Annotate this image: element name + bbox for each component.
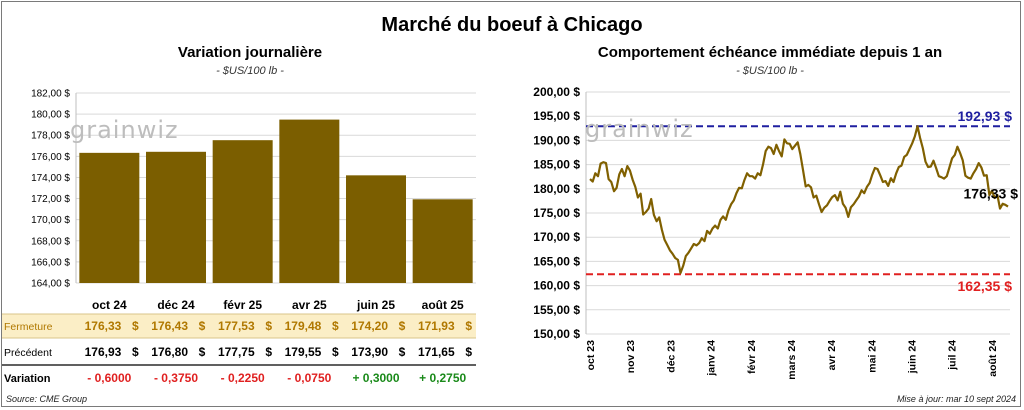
table-cell-value: 176,93 [85,345,122,359]
table-cell-value: - 0,0750 [287,371,331,385]
min-value-label: 162,35 $ [958,278,1013,294]
right-x-tick-label: janv 24 [706,340,718,377]
table-cell-suffix: $ [332,345,339,359]
table-cell-suffix: $ [399,319,406,333]
table-cell-value: 177,53 [218,319,255,333]
table-cell-value: 179,55 [285,345,322,359]
left-chart-title: Variation journalière [177,44,323,61]
right-y-tick-label: 195,00 $ [533,109,580,123]
close-row-background [2,314,476,338]
table-cell-value: 177,75 [218,345,255,359]
bar-category-label: févr 25 [223,298,262,312]
bar-août-25 [412,199,473,283]
right-y-tick-label: 160,00 $ [533,279,580,293]
left-watermark: grainwiz [70,116,179,144]
right-chart-unit: - $US/100 lb - [736,65,804,77]
table-row-label: Variation [4,373,51,385]
right-x-tick-label: avr 24 [826,340,838,371]
table-cell-value: 171,93 [418,319,455,333]
right-x-tick-label: déc 23 [665,340,677,373]
left-y-tick-label: 172,00 $ [31,194,70,205]
table-cell-suffix: $ [199,319,206,333]
bar-avr-25 [279,119,340,283]
left-y-tick-label: 178,00 $ [31,131,70,142]
table-cell-value: 176,33 [85,319,122,333]
left-y-tick-label: 176,00 $ [31,152,70,163]
table-cell-suffix: $ [332,319,339,333]
table-cell-value: 171,65 [418,345,455,359]
max-value-label: 192,93 $ [958,108,1013,124]
table-row-label: Précédent [4,347,52,359]
bar-category-label: avr 25 [292,298,327,312]
table-cell-value: 176,43 [151,319,188,333]
left-y-tick-label: 174,00 $ [31,173,70,184]
left-y-tick-label: 168,00 $ [31,236,70,247]
bar-déc-24 [146,151,206,283]
table-cell-suffix: $ [132,345,139,359]
source-note: Source: CME Group [6,394,88,404]
left-chart-unit: - $US/100 lb - [216,65,284,77]
bar-févr-25 [212,140,273,283]
price-series-line [589,125,1009,275]
right-x-tick-label: févr 24 [746,340,758,374]
left-y-tick-label: 164,00 $ [31,279,70,290]
right-y-tick-label: 155,00 $ [533,303,580,317]
table-cell-value: 173,90 [351,345,388,359]
right-watermark: grainwiz [585,115,694,143]
right-x-tick-label: mars 24 [786,340,798,380]
right-y-tick-label: 150,00 $ [533,327,580,341]
update-note: Mise à jour: mar 10 sept 2024 [896,394,1016,404]
table-cell-value: 179,48 [285,319,322,333]
left-y-tick-label: 182,00 $ [31,89,70,100]
bar-oct-24 [79,152,140,283]
left-y-tick-label: 180,00 $ [31,110,70,121]
right-y-tick-label: 200,00 $ [533,85,580,99]
bar-category-label: oct 24 [92,298,127,312]
bar-category-label: juin 25 [356,298,395,312]
right-y-tick-label: 175,00 $ [533,206,580,220]
table-cell-value: 176,80 [151,345,188,359]
left-y-tick-label: 170,00 $ [31,215,70,226]
table-cell-suffix: $ [465,319,472,333]
table-cell-value: + 0,2750 [419,371,466,385]
table-cell-value: - 0,2250 [221,371,265,385]
right-x-tick-label: nov 23 [625,340,637,373]
table-row-label: Fermeture [4,321,53,333]
right-chart-title: Comportement échéance immédiate depuis 1… [597,44,943,61]
right-y-tick-label: 190,00 $ [533,133,580,147]
table-cell-suffix: $ [399,345,406,359]
right-y-tick-label: 185,00 $ [533,158,580,172]
table-cell-value: 174,20 [351,319,388,333]
bar-category-label: août 25 [422,298,464,312]
right-y-tick-label: 170,00 $ [533,230,580,244]
right-x-tick-label: mai 24 [866,340,878,373]
table-cell-suffix: $ [132,319,139,333]
page-title: Marché du boeuf à Chicago [381,14,643,36]
table-cell-value: + 0,3000 [352,371,399,385]
bar-category-label: déc 24 [157,298,195,312]
right-y-tick-label: 180,00 $ [533,182,580,196]
table-cell-suffix: $ [265,345,272,359]
bar-juin-25 [346,175,406,283]
last-value-label: 176,33 $ [964,186,1019,202]
right-x-tick-label: juin 24 [907,340,919,374]
right-x-tick-label: oct 23 [585,340,597,371]
table-cell-suffix: $ [199,345,206,359]
right-y-tick-label: 165,00 $ [533,254,580,268]
table-cell-value: - 0,6000 [87,371,131,385]
table-cell-suffix: $ [265,319,272,333]
table-cell-value: - 0,3750 [154,371,198,385]
left-y-tick-label: 166,00 $ [31,257,70,268]
table-cell-suffix: $ [465,345,472,359]
right-x-tick-label: août 24 [987,340,999,377]
right-x-tick-label: juil 24 [947,340,959,371]
